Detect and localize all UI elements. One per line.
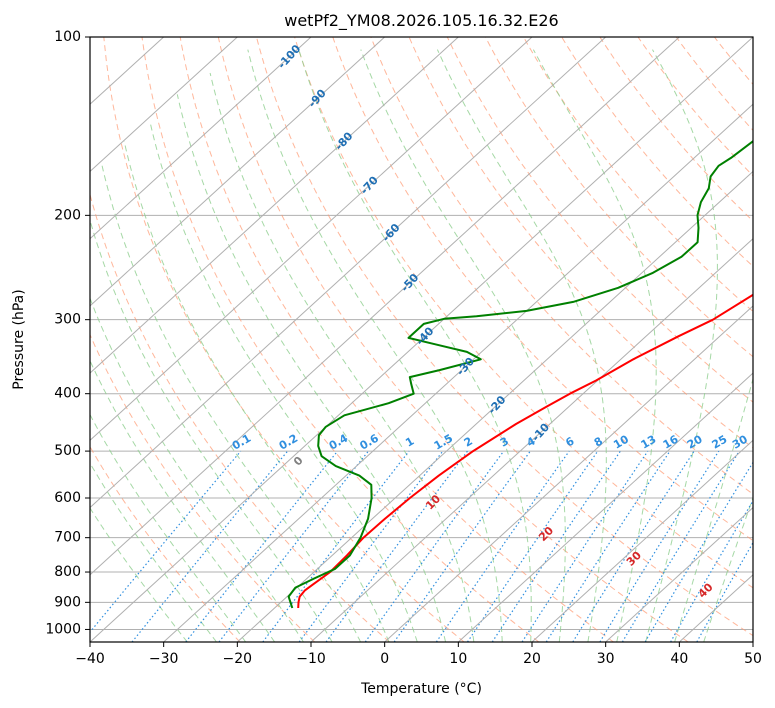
moist-adiabat-line xyxy=(209,72,475,642)
x-tick-label: 10 xyxy=(449,651,467,667)
y-tick-label: 1000 xyxy=(45,621,81,637)
x-tick-label: −10 xyxy=(296,651,326,667)
dry-adiabat-line xyxy=(294,37,753,589)
mixing-ratio-line xyxy=(572,450,695,642)
mixing-ratio-line xyxy=(599,450,720,642)
x-axis-ticks: −40 −30 −20 −10 0 10 20 30 40 50 xyxy=(75,642,762,667)
x-axis-title: Temperature (°C) xyxy=(360,681,482,697)
profile-series xyxy=(287,139,753,609)
mixing-ratio-label: 36 xyxy=(751,432,771,451)
isotherm-line xyxy=(90,37,533,442)
moist-adiabat-line xyxy=(645,49,718,642)
mixing-ratio-line xyxy=(393,450,531,642)
y-tick-label: 300 xyxy=(54,312,81,328)
moist-adiabat-line xyxy=(436,49,607,642)
x-tick-label: 20 xyxy=(523,651,541,667)
moist-adiabat-line xyxy=(90,218,333,642)
dry-adiabat-line xyxy=(484,37,753,358)
y-tick-label: 200 xyxy=(54,207,81,223)
y-tick-label: 900 xyxy=(54,594,81,610)
isotherm-line xyxy=(310,237,753,642)
isotherm-line xyxy=(236,170,753,642)
moist-adiabats xyxy=(90,49,753,642)
mixing-ratio-line xyxy=(545,450,671,642)
x-tick-label: −20 xyxy=(223,651,253,667)
dry-adiabat-line xyxy=(217,37,689,642)
mixing-ratio-line xyxy=(185,450,339,642)
moist-adiabat-line xyxy=(123,141,390,642)
x-tick-label: 30 xyxy=(597,651,615,667)
isotherm-line xyxy=(163,103,753,642)
y-tick-label: 700 xyxy=(54,530,81,546)
y-axis-title: Pressure (hPa) xyxy=(11,289,27,389)
isotherm-line xyxy=(457,372,753,642)
isotherm-line xyxy=(605,506,753,642)
mixing-ratio-line xyxy=(262,450,410,642)
mixing-ratio-line xyxy=(644,461,753,642)
dry-adiabat-line xyxy=(370,37,753,495)
x-tick-label: −30 xyxy=(149,651,179,667)
moist-adiabat-line xyxy=(298,49,532,642)
mixing-ratio-line xyxy=(131,450,289,642)
isotherms xyxy=(90,37,753,642)
y-tick-label: 500 xyxy=(54,443,81,459)
isotherm-line xyxy=(90,37,459,374)
moist-adiabat-line xyxy=(90,413,247,642)
moist-adiabat-line xyxy=(90,359,276,642)
isotherm-line xyxy=(90,37,607,509)
dry-adiabat-line xyxy=(103,37,465,642)
dry-adiabat-line xyxy=(332,37,753,542)
y-tick-label: 800 xyxy=(54,564,81,580)
x-tick-label: 50 xyxy=(744,651,762,667)
dry-adiabat-line xyxy=(599,37,753,222)
dry-adiabat-line xyxy=(179,37,614,642)
isotherm-line xyxy=(531,439,753,642)
y-tick-label: 600 xyxy=(54,490,81,506)
moist-adiabat-line xyxy=(101,165,362,642)
mixing-ratio-line xyxy=(218,450,369,642)
x-tick-label: 0 xyxy=(380,651,389,667)
dry-adiabat-line xyxy=(141,37,540,642)
dry-adiabat-line xyxy=(561,37,753,267)
isotherm-line xyxy=(90,37,238,173)
isotherm-line xyxy=(90,37,753,642)
isotherm-line xyxy=(90,37,680,576)
x-tick-label: −40 xyxy=(75,651,105,667)
y-tick-label: 400 xyxy=(54,386,81,402)
y-axis-ticks: 100 200 300 400 500 600 700 800 900 1000 xyxy=(45,29,90,637)
moist-adiabat-line xyxy=(674,377,753,642)
isotherm-line xyxy=(90,37,312,240)
plot-frame xyxy=(89,36,754,643)
x-tick-label: 40 xyxy=(670,651,688,667)
mixing-ratio-lines xyxy=(90,450,753,642)
moist-adiabat-line xyxy=(90,462,217,642)
moist-adiabat-line xyxy=(247,49,503,642)
dewpoint-profile-line xyxy=(287,139,753,609)
moist-adiabat-line xyxy=(149,123,418,642)
mixing-ratio-line xyxy=(466,450,599,642)
moist-adiabat-line xyxy=(176,94,447,642)
moist-adiabat-line xyxy=(360,49,566,642)
mixing-ratio-line xyxy=(364,450,505,642)
dry-adiabat-line xyxy=(408,37,753,449)
isotherm-line xyxy=(90,37,386,307)
mixing-ratio-line xyxy=(670,499,753,642)
isotherm-line xyxy=(384,305,753,642)
mixing-ratio-line xyxy=(90,450,242,633)
moist-adiabat-line xyxy=(703,496,753,642)
dry-adiabat-line xyxy=(90,192,390,642)
y-tick-label: 100 xyxy=(54,29,81,45)
chart-title: wetPf2_YM08.2026.105.16.32.E26 xyxy=(284,11,558,31)
dry-adiabat-line xyxy=(90,445,241,642)
